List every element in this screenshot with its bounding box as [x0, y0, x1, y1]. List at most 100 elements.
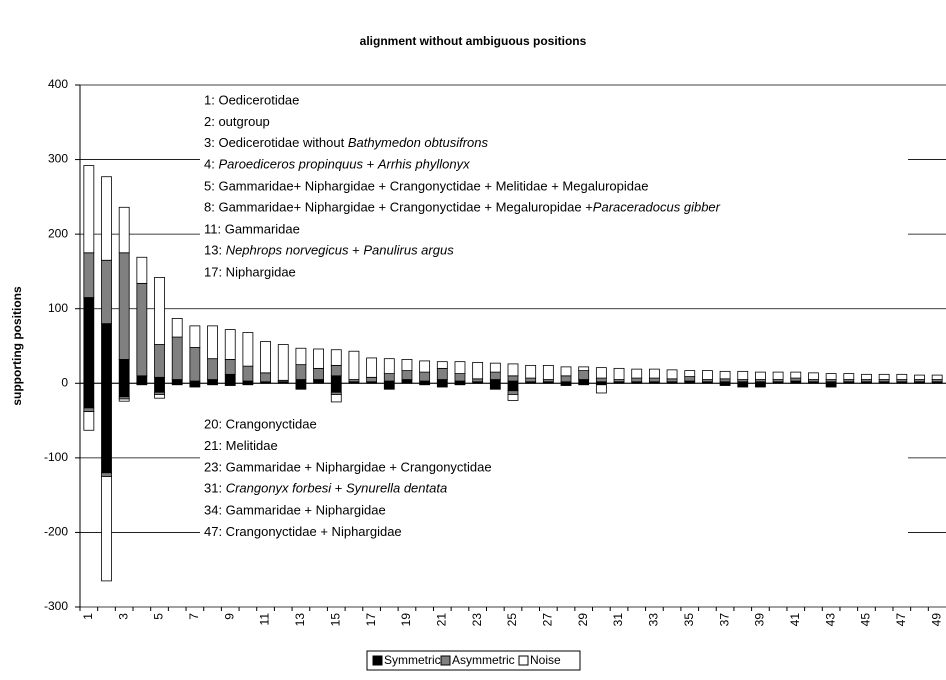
bar-segment — [454, 373, 466, 382]
annotation-part: + — [349, 243, 364, 258]
bar-segment — [295, 379, 307, 384]
bar-segment — [684, 370, 696, 377]
annotation-part: Crangonyx forbesi — [226, 481, 333, 496]
bar-segment — [101, 323, 112, 384]
bar-segment — [118, 359, 130, 384]
bar-segment — [507, 363, 519, 377]
bar-segment — [171, 336, 183, 380]
bar-segment — [118, 252, 130, 360]
bar-segment — [454, 361, 466, 374]
bar-segment — [436, 382, 448, 388]
bar-segment — [118, 206, 130, 254]
x-tick-label: 15 — [328, 613, 342, 627]
bar-segment — [383, 382, 395, 390]
y-tick-label: -300 — [44, 599, 68, 613]
annotation: 11: Gammaridae — [204, 221, 300, 236]
bar-segment — [507, 382, 519, 392]
bar-segment — [472, 378, 484, 383]
annotation: 21: Melitidae — [204, 438, 278, 453]
bar-segment — [560, 366, 572, 377]
bar-segment — [189, 347, 201, 382]
x-tick-label: 37 — [717, 613, 731, 627]
x-tick-label: 27 — [541, 613, 555, 627]
annotation: 2: outgroup — [204, 114, 270, 129]
x-tick-label: 23 — [470, 613, 484, 627]
x-tick-label: 19 — [399, 613, 413, 627]
x-tick-label: 1 — [81, 613, 95, 620]
bar-segment — [825, 373, 837, 380]
bar-segment — [348, 350, 360, 380]
annotation-part: Synurella dentata — [346, 481, 447, 496]
bar-segment — [295, 347, 307, 366]
annotation-part: 13: — [204, 243, 226, 258]
annotation: 23: Gammaridae + Niphargidae + Crangonyc… — [204, 459, 492, 474]
bar-segment — [472, 362, 484, 380]
bar-segment — [101, 176, 112, 261]
bar-segment — [436, 361, 448, 369]
bar-segment — [330, 375, 342, 384]
bar-segment — [260, 341, 271, 374]
x-tick-label: 31 — [611, 613, 625, 627]
x-tick-label: 49 — [929, 613, 943, 627]
bar-segment — [631, 377, 643, 383]
legend-label: Noise — [530, 653, 561, 667]
bar-segment — [224, 373, 236, 384]
bar-segment — [489, 371, 501, 380]
bar-segment — [83, 382, 95, 409]
annotation-part: Bathymedon obtusifrons — [348, 135, 489, 150]
bar-segment — [154, 376, 165, 384]
annotation-part: Panulirus argus — [363, 243, 454, 258]
bar-segment — [560, 375, 572, 383]
annotation-part: + — [363, 157, 378, 172]
bar-segment — [631, 368, 643, 379]
bar-segment — [613, 367, 625, 380]
bar-segment — [737, 382, 749, 388]
bar-segment — [931, 374, 943, 380]
annotation-part: + — [331, 481, 346, 496]
bar-segment — [666, 378, 678, 383]
x-tick-label: 7 — [187, 613, 201, 620]
bar-segment — [242, 365, 254, 382]
legend-label: Symmetric — [384, 653, 441, 667]
bar-segment — [401, 379, 413, 384]
bar-segment — [83, 165, 95, 254]
bar-segment — [436, 379, 448, 384]
y-tick-label: 300 — [48, 152, 68, 166]
y-tick-label: 0 — [61, 375, 68, 389]
x-tick-label: 21 — [434, 613, 448, 627]
bar-segment — [330, 349, 342, 366]
bar-segment — [101, 472, 112, 477]
bar-segment — [295, 364, 307, 380]
bar-segment — [207, 325, 218, 360]
x-tick-label: 45 — [859, 613, 873, 627]
bar-segment — [507, 394, 519, 401]
bar-segment — [843, 373, 855, 380]
y-tick-label: 100 — [48, 301, 68, 315]
legend-swatch — [440, 655, 451, 666]
bar-segment — [878, 373, 890, 380]
annotation: 31: Crangonyx forbesi + Synurella dentat… — [204, 481, 447, 496]
bar-segment — [366, 376, 378, 383]
y-axis-label: supporting positions — [10, 286, 24, 406]
legend-swatch — [518, 655, 529, 666]
bar-segment — [154, 394, 165, 399]
bar-segment — [330, 364, 342, 377]
bar-segment — [83, 252, 95, 298]
bar-segment — [189, 325, 201, 348]
bar-segment — [419, 360, 431, 373]
x-tick-label: 35 — [682, 613, 696, 627]
bar-segment — [313, 348, 324, 369]
bar-segment — [755, 382, 766, 388]
bar-segment — [295, 382, 307, 390]
x-tick-label: 3 — [116, 613, 130, 620]
x-tick-label: 13 — [293, 613, 307, 627]
y-tick-label: -100 — [44, 450, 68, 464]
bar-segment — [578, 366, 590, 372]
bar-segment — [861, 373, 872, 380]
bar-segment — [224, 329, 236, 360]
bar-segment — [171, 318, 183, 338]
bar-segment — [436, 367, 448, 380]
bar-segment — [684, 376, 696, 382]
bar-segment — [825, 382, 837, 388]
